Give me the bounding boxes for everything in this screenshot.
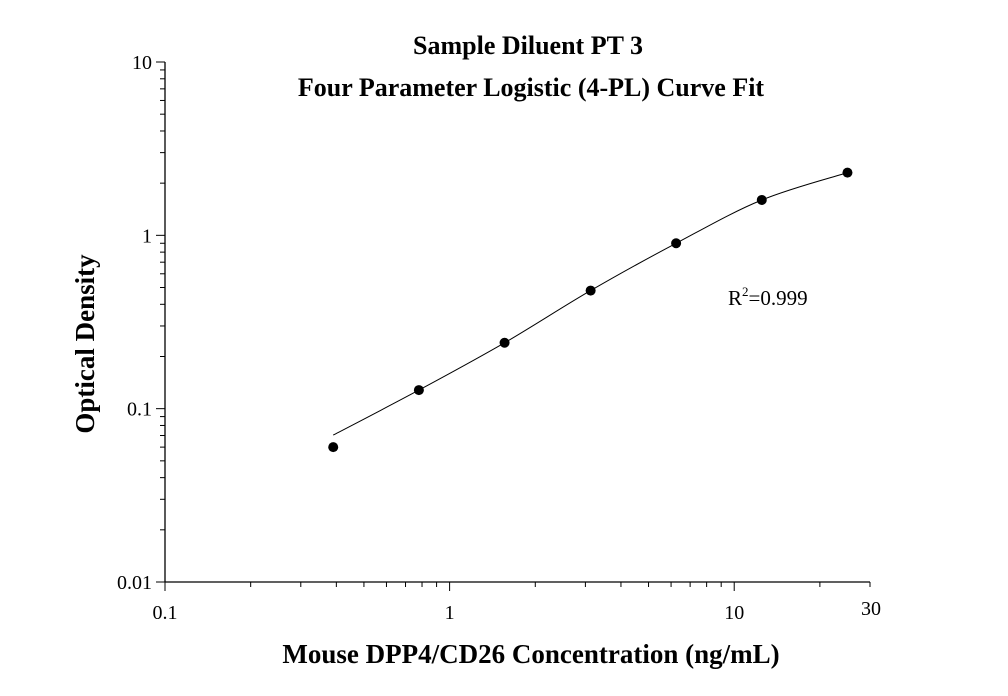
- ticks: [156, 61, 871, 591]
- data-point: [756, 194, 767, 205]
- axes: [164, 62, 870, 583]
- x-axis-label: Mouse DPP4/CD26 Concentration (ng/mL): [282, 639, 779, 669]
- chart-title: Sample Diluent PT 3: [413, 31, 643, 60]
- data-points: [328, 167, 853, 453]
- chart-subtitle: Four Parameter Logistic (4-PL) Curve Fit: [298, 73, 765, 102]
- data-point: [413, 385, 424, 396]
- data-point: [328, 442, 339, 453]
- x-tick-label: 1: [445, 602, 455, 624]
- y-tick-label: 10: [132, 52, 152, 74]
- y-tick-label: 0.01: [117, 572, 152, 594]
- r-squared-annotation: R2=0.999: [728, 284, 808, 310]
- x-tick-label: 30: [861, 598, 881, 620]
- data-point: [671, 238, 682, 249]
- x-tick-label: 0.1: [153, 602, 178, 624]
- data-point: [842, 167, 853, 178]
- data-point: [499, 337, 510, 348]
- y-tick-label: 1: [142, 225, 152, 247]
- r2-letter: R: [728, 286, 742, 310]
- data-point: [585, 285, 596, 296]
- y-tick-label: 0.1: [127, 399, 152, 421]
- r2-value: =0.999: [749, 286, 808, 310]
- y-axis-label: Optical Density: [70, 254, 100, 434]
- r2-superscript: 2: [742, 284, 749, 299]
- x-tick-label: 10: [724, 602, 744, 624]
